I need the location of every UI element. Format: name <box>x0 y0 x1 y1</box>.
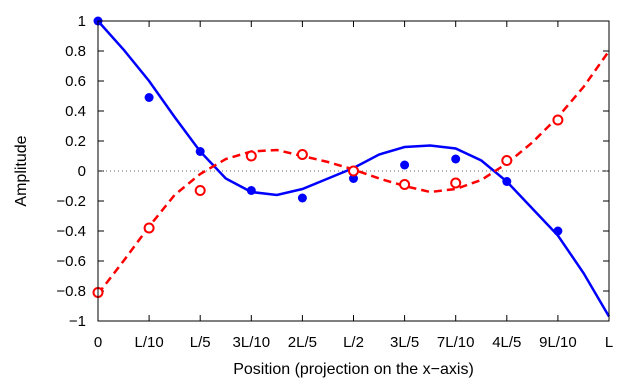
series-1-point <box>400 160 410 170</box>
x-tick-label: 2L/5 <box>288 334 317 351</box>
y-tick-label: −0.4 <box>56 223 86 240</box>
y-tick-label: 0.2 <box>65 133 86 150</box>
series-2-point <box>348 165 359 177</box>
series-2-point <box>450 177 462 189</box>
series-1-point <box>349 174 358 183</box>
series-1-point <box>144 93 154 102</box>
series-1-point <box>246 186 256 195</box>
y-tick-label: 0.4 <box>65 103 86 120</box>
series-1-point <box>502 177 512 186</box>
y-tick-label: −0.6 <box>56 253 86 270</box>
y-axis-label: Amplitude <box>13 135 30 206</box>
x-tick-label: L/10 <box>134 334 163 351</box>
x-tick-label: 9L/10 <box>539 334 577 351</box>
x-tick-label: 4L/5 <box>492 334 521 351</box>
plot-frame <box>97 20 610 322</box>
series-1-point <box>195 147 205 156</box>
y-tick-label: −0.2 <box>56 193 86 210</box>
y-tick-label: −0.8 <box>56 283 86 300</box>
x-tick-label: 7L/10 <box>437 334 475 351</box>
y-tick-label: 0.8 <box>65 43 86 60</box>
x-tick-label: 3L/5 <box>390 334 419 351</box>
series-2-point <box>552 114 564 126</box>
x-tick-label: 3L/10 <box>233 334 271 351</box>
y-tick-label: 0 <box>78 163 86 180</box>
series-2-point <box>399 179 411 190</box>
x-tick-labels: 0 L/10 L/5 3L/10 2L/5 L/2 3L/5 7L/10 4L/5 9L/10 L <box>94 334 613 351</box>
x-tick-label: 0 <box>94 334 102 351</box>
x-tick-label: L/2 <box>343 334 364 351</box>
y-tick-label: 1 <box>78 13 86 30</box>
series-2-point <box>194 185 206 196</box>
y-tick-labels: 1 0.8 0.6 0.4 0.2 0 −0.2 −0.4 −0.6 −0.8 −1 <box>56 13 86 330</box>
series-1-point <box>553 226 563 236</box>
series-2-point <box>245 150 257 162</box>
series-1-point <box>451 154 461 164</box>
series-2-point <box>143 222 155 234</box>
x-tick-label: L/5 <box>190 334 211 351</box>
series-1-point <box>297 193 307 203</box>
x-axis-label: Position (projection on the x−axis) <box>233 361 474 378</box>
series-points <box>92 16 564 298</box>
series-2-point <box>501 155 513 166</box>
y-tick-label: −1 <box>69 313 86 330</box>
series-2-point <box>296 149 308 160</box>
y-tick-label: 0.6 <box>65 73 86 90</box>
x-tick-label: L <box>605 334 613 351</box>
